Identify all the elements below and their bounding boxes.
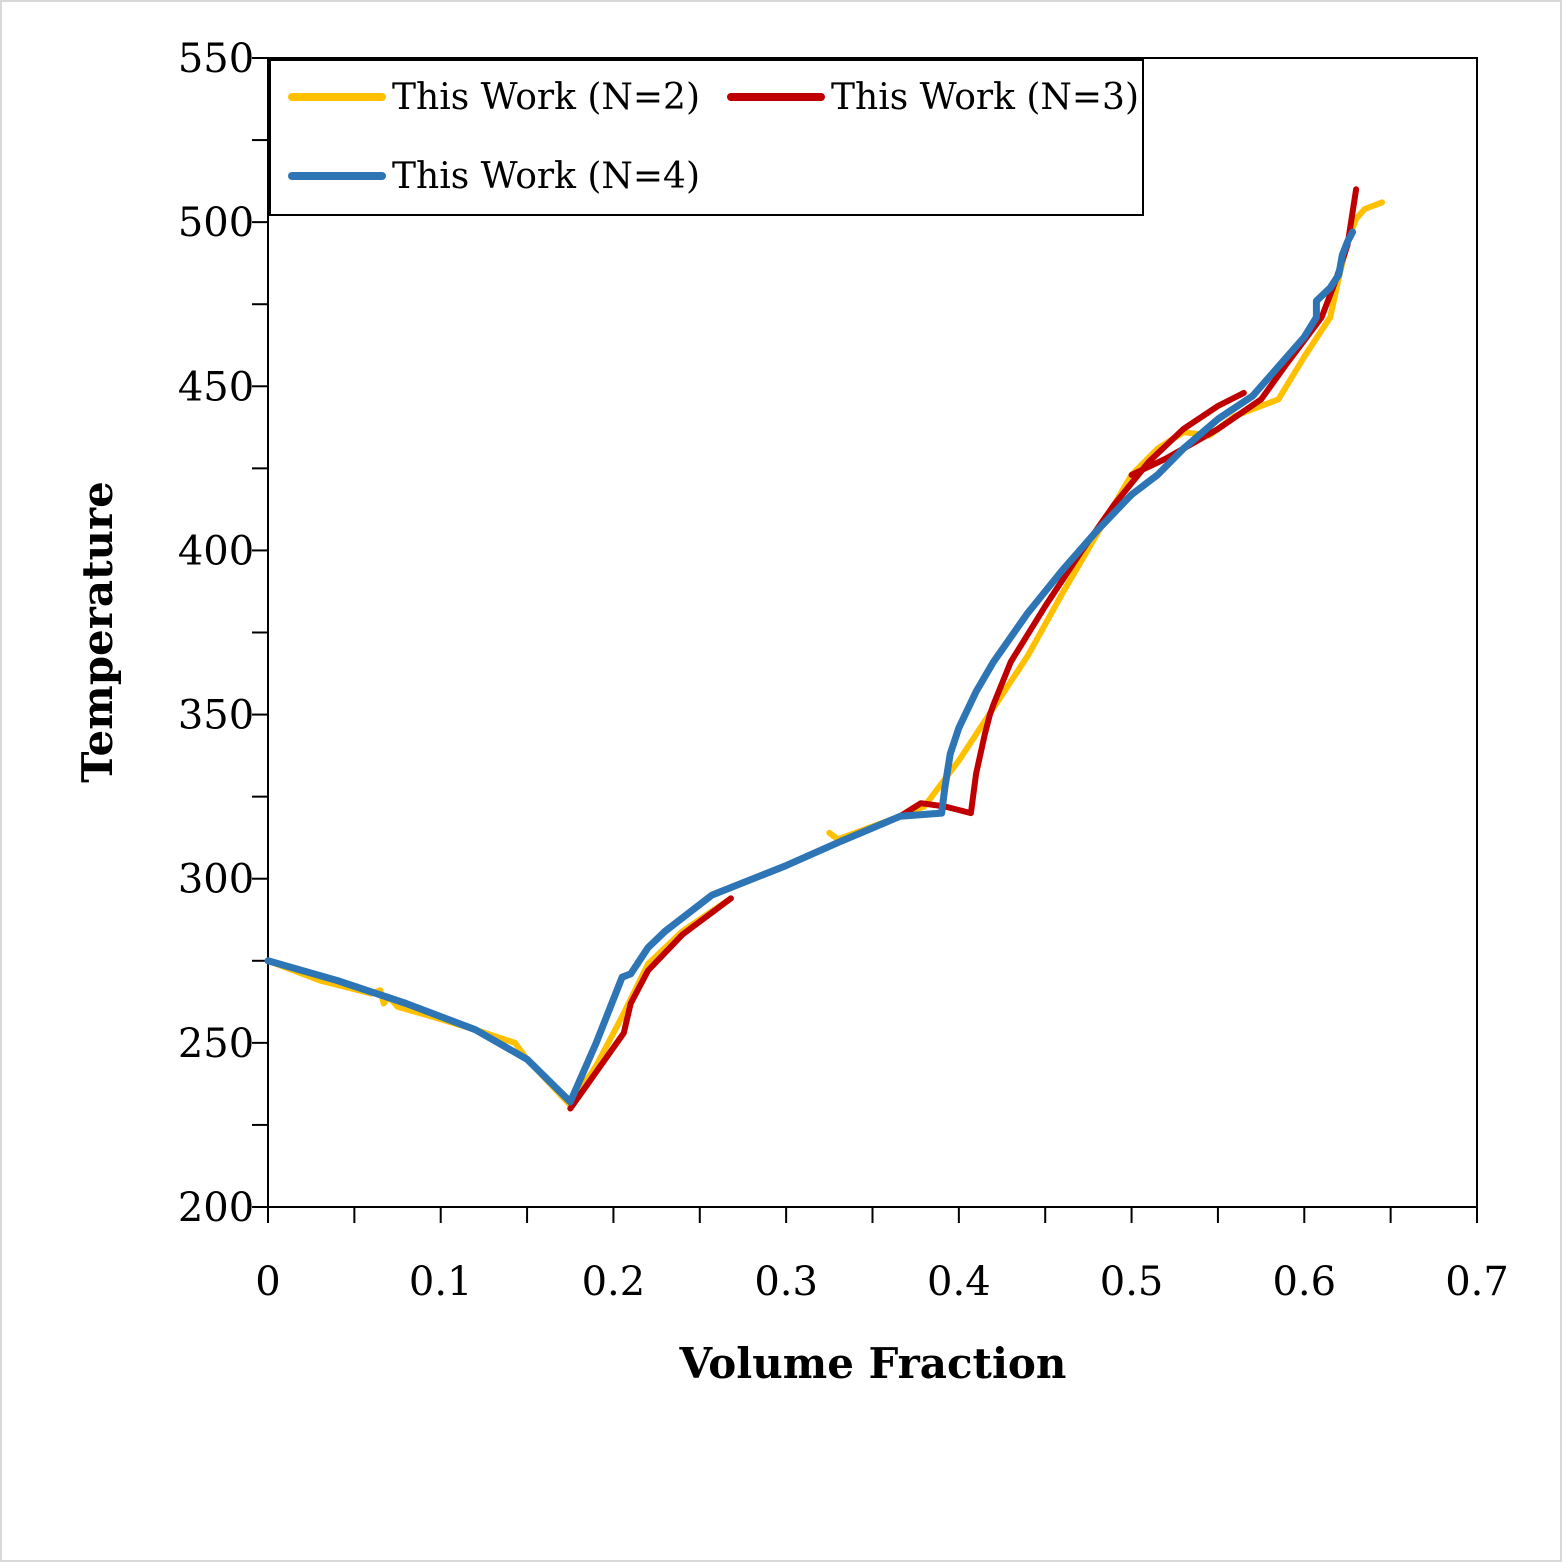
ticks: 200 250 300 350 400 450 500 550 0 0.1 0.2 0.3 0.4 0.5…: [178, 36, 1509, 1305]
y-axis-title: Temperature: [73, 481, 122, 783]
legend: This Work (N=2) This Work (N=3) This Work …: [269, 59, 1144, 216]
y-tick-label: 450: [178, 364, 254, 410]
x-axis-title: Volume Fraction: [679, 1339, 1067, 1388]
y-tick-label: 250: [178, 1021, 254, 1067]
plot-area-border: [267, 57, 1478, 1208]
axes: [267, 57, 1478, 1208]
y-tick-label: 500: [178, 200, 254, 246]
series-line-this-work-n-4-1: [264, 809, 946, 1106]
series-line-this-work-n-3-2: [897, 389, 1247, 820]
series-line-this-work-n-2-1: [265, 895, 734, 1109]
x-tick-label: 0.5: [1100, 1259, 1164, 1305]
series-line-this-work-n-3-1: [567, 895, 734, 1112]
x-tick-label: 0.6: [1272, 1259, 1336, 1305]
y-tick-label: 300: [178, 857, 254, 903]
y-tick-label: 400: [178, 528, 254, 574]
legend-box: [269, 59, 1144, 216]
y-tick-label: 200: [178, 1185, 254, 1231]
x-tick-label: 0.4: [927, 1259, 991, 1305]
x-tick-label: 0.7: [1445, 1259, 1509, 1305]
legend-label: This Work (N=2): [392, 77, 700, 118]
x-tick-label: 0.1: [409, 1259, 473, 1305]
series-layer: [264, 186, 1385, 1112]
x-tick-label: 0.2: [582, 1259, 646, 1305]
y-tick-label: 350: [178, 693, 254, 739]
legend-label: This Work (N=4): [392, 156, 700, 197]
y-tick-label: 550: [178, 36, 254, 82]
x-tick-label: 0.3: [754, 1259, 818, 1305]
series-line-this-work-n-4-2: [938, 228, 1357, 817]
x-tick-label: 0: [255, 1259, 280, 1305]
legend-label: This Work (N=3): [831, 77, 1139, 118]
